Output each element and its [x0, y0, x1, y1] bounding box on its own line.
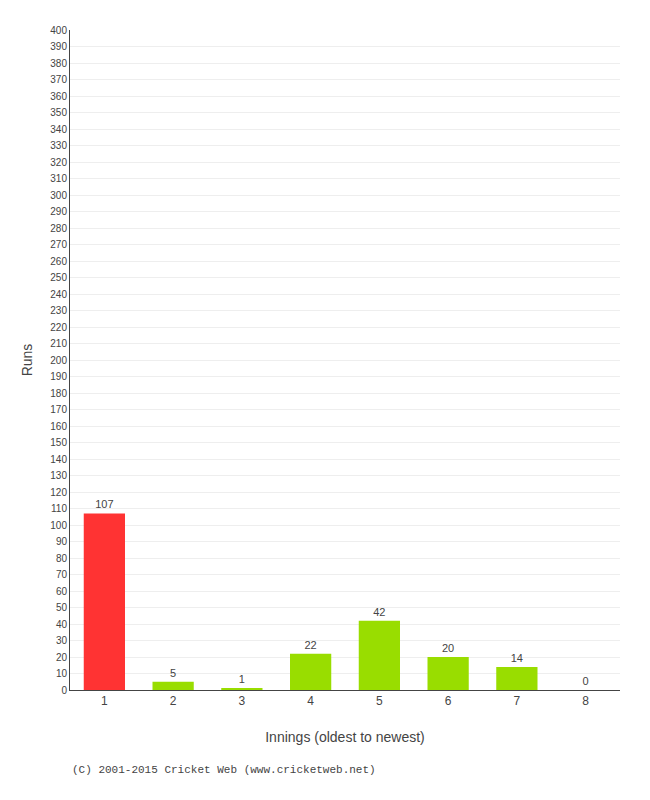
svg-text:0: 0: [583, 675, 589, 687]
svg-text:160: 160: [50, 421, 67, 432]
svg-text:40: 40: [56, 619, 68, 630]
svg-text:30: 30: [56, 635, 68, 646]
svg-text:Innings (oldest to newest): Innings (oldest to newest): [265, 729, 425, 745]
svg-text:130: 130: [50, 470, 67, 481]
svg-text:360: 360: [50, 91, 67, 102]
svg-text:310: 310: [50, 173, 67, 184]
svg-text:390: 390: [50, 41, 67, 52]
svg-text:110: 110: [51, 503, 67, 514]
svg-text:14: 14: [511, 652, 523, 664]
svg-text:190: 190: [50, 371, 67, 382]
svg-text:120: 120: [50, 487, 67, 498]
svg-text:300: 300: [50, 190, 67, 201]
svg-text:70: 70: [56, 569, 68, 580]
svg-text:2: 2: [170, 694, 177, 708]
svg-text:100: 100: [50, 520, 67, 531]
svg-text:(C) 2001-2015 Cricket Web (www: (C) 2001-2015 Cricket Web (www.cricketwe…: [72, 764, 376, 776]
svg-text:280: 280: [50, 223, 67, 234]
svg-text:90: 90: [56, 536, 68, 547]
svg-text:180: 180: [50, 388, 67, 399]
svg-text:370: 370: [50, 74, 67, 85]
svg-text:230: 230: [50, 305, 67, 316]
svg-text:60: 60: [56, 586, 68, 597]
svg-text:1: 1: [239, 673, 245, 685]
svg-text:330: 330: [50, 140, 67, 151]
svg-text:3: 3: [239, 694, 246, 708]
svg-text:220: 220: [50, 322, 67, 333]
svg-text:270: 270: [50, 239, 67, 250]
svg-text:10: 10: [56, 668, 68, 679]
svg-text:42: 42: [373, 606, 385, 618]
svg-text:Runs: Runs: [19, 344, 35, 377]
svg-text:240: 240: [50, 289, 67, 300]
svg-text:4: 4: [307, 694, 314, 708]
svg-text:1: 1: [101, 694, 108, 708]
svg-text:400: 400: [50, 25, 67, 36]
svg-text:340: 340: [50, 124, 67, 135]
svg-text:260: 260: [50, 256, 67, 267]
svg-text:20: 20: [442, 642, 454, 654]
svg-text:250: 250: [50, 272, 67, 283]
svg-text:5: 5: [376, 694, 383, 708]
svg-text:150: 150: [50, 437, 67, 448]
svg-text:170: 170: [50, 404, 67, 415]
svg-text:290: 290: [50, 206, 67, 217]
svg-text:350: 350: [50, 107, 67, 118]
svg-text:320: 320: [50, 157, 67, 168]
svg-text:210: 210: [50, 338, 67, 349]
svg-text:140: 140: [50, 454, 67, 465]
svg-text:5: 5: [170, 667, 176, 679]
svg-text:200: 200: [50, 355, 67, 366]
svg-text:7: 7: [514, 694, 521, 708]
svg-text:6: 6: [445, 694, 452, 708]
svg-text:107: 107: [95, 498, 113, 510]
svg-text:8: 8: [582, 694, 589, 708]
svg-text:20: 20: [56, 652, 68, 663]
svg-text:22: 22: [305, 639, 317, 651]
svg-text:80: 80: [56, 553, 68, 564]
svg-text:50: 50: [56, 602, 68, 613]
svg-text:0: 0: [61, 685, 67, 696]
svg-text:380: 380: [50, 58, 67, 69]
